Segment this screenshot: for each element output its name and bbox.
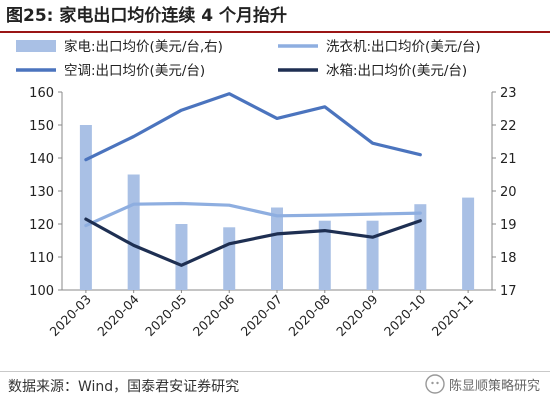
bar-appliance	[366, 220, 379, 290]
legend-label: 家电:出口均价(美元/台,右)	[64, 38, 223, 55]
line-series-1	[84, 201, 422, 228]
watermark-text: 陈显顺策略研究	[448, 378, 540, 394]
legend: 家电:出口均价(美元/台,右) 洗衣机:出口均价(美元/台) 空调:出口均价(美元/…	[16, 38, 481, 79]
right-tick-label: 20	[500, 185, 517, 200]
bar-appliance	[271, 207, 283, 290]
legend-label: 洗衣机:出口均价(美元/台)	[326, 39, 481, 55]
figure-title: 图25: 家电出口均价连续 4 个月抬升	[6, 6, 288, 26]
legend-label: 空调:出口均价(美元/台)	[64, 63, 205, 79]
left-tick-label: 150	[29, 119, 54, 134]
left-tick-label: 110	[29, 251, 54, 266]
wechat-icon	[425, 374, 445, 394]
bar-appliance	[462, 197, 475, 290]
right-tick-label: 23	[500, 86, 517, 101]
footer-rule	[0, 371, 550, 372]
bar-appliance	[223, 227, 236, 290]
left-tick-label: 160	[29, 86, 54, 101]
bar-appliance	[79, 125, 92, 290]
left-tick-label: 140	[29, 152, 54, 167]
right-tick-label: 18	[500, 251, 517, 266]
left-tick-label: 120	[29, 218, 54, 233]
bar-appliance	[318, 220, 331, 290]
source-note: 数据来源：Wind，国泰君安证券研究	[8, 379, 240, 395]
legend-label: 冰箱:出口均价(美元/台)	[326, 63, 467, 79]
plot-area: 100 110 120 130 140 150 160 17 18 19 20 21 22 23 2020-…	[29, 86, 516, 339]
line-series-3	[84, 217, 422, 267]
watermark: 陈显顺策略研究	[425, 374, 540, 394]
right-tick-label: 17	[500, 284, 517, 299]
left-tick-label: 130	[29, 185, 54, 200]
x-tick-label: 2020-09	[333, 291, 381, 339]
x-tick-label: 2020-08	[285, 291, 333, 339]
left-tick-label: 100	[29, 284, 54, 299]
bar-appliance	[127, 174, 140, 290]
x-tick-label: 2020-11	[429, 292, 477, 340]
x-tick-label: 2020-07	[238, 292, 286, 340]
right-tick-label: 19	[500, 218, 517, 233]
x-tick-label: 2020-10	[381, 291, 429, 339]
title-rule	[0, 31, 550, 33]
bar-appliance	[414, 204, 427, 290]
legend-swatch-bar	[16, 40, 56, 52]
x-tick-label: 2020-05	[142, 292, 190, 340]
line-series-2	[84, 92, 422, 162]
x-tick-label: 2020-04	[94, 291, 142, 339]
x-tick-label: 2020-06	[190, 291, 238, 339]
right-tick-label: 21	[500, 152, 517, 167]
chart: 家电:出口均价(美元/台,右) 洗衣机:出口均价(美元/台) 空调:出口均价(美元/…	[16, 38, 517, 339]
right-tick-label: 22	[500, 119, 517, 134]
bar-appliance	[175, 224, 188, 290]
